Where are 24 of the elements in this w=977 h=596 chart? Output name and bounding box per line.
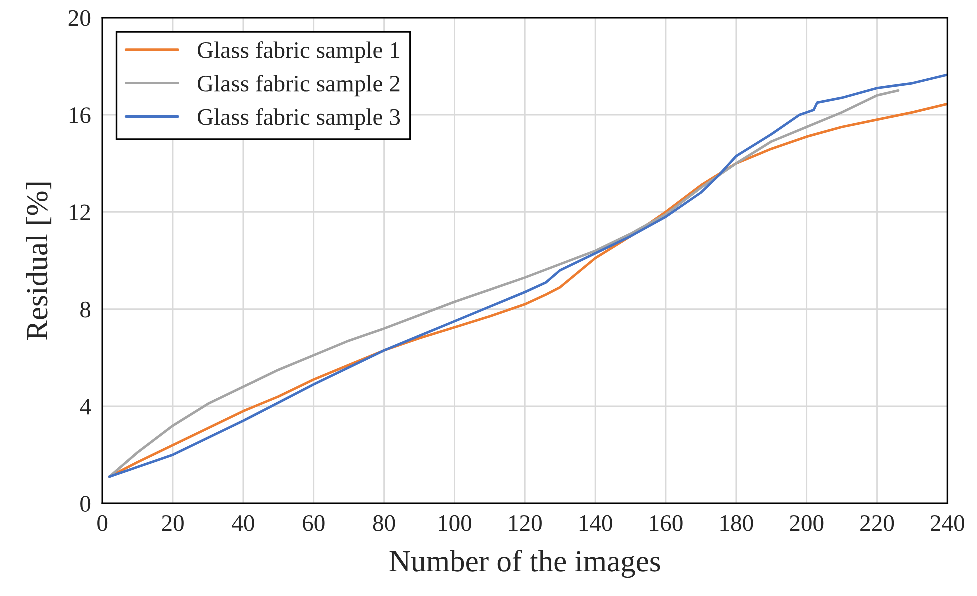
legend-label: Glass fabric sample 2 [198,74,400,97]
x-tick-label: 60 [303,515,325,532]
x-tick-label: 160 [650,515,683,532]
x-tick-label: 180 [720,515,754,532]
y-tick-label: 20 [68,10,91,26]
x-tick-label: 220 [860,515,894,532]
legend-label: Glass fabric sample 3 [198,108,400,130]
y-tick-label: 12 [70,204,90,220]
x-tick-label: 80 [373,515,396,532]
x-tick-label: 200 [790,515,824,532]
x-tick-label: 40 [232,515,254,532]
x-tick-label: 120 [510,515,542,532]
y-axis-title: Residual [%] [26,182,52,340]
x-axis-title: Number of the images [390,550,660,578]
x-tick-label: 20 [162,515,184,532]
legend-label: Glass fabric sample 1 [198,41,400,64]
y-tick-label: 8 [80,302,91,318]
x-tick-label: 100 [439,515,472,532]
y-tick-label: 4 [80,399,92,415]
y-tick-label: 0 [80,496,91,512]
x-tick-label: 140 [580,515,612,532]
y-tick-label: 16 [70,108,91,124]
x-tick-label: 240 [931,515,964,532]
x-tick-label: 0 [98,515,108,532]
